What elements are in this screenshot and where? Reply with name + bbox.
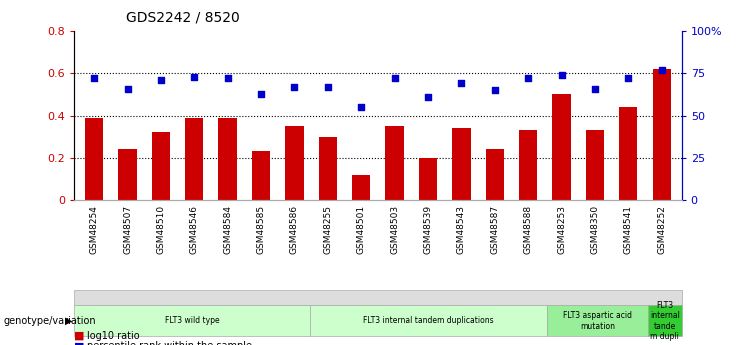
Bar xyxy=(385,126,404,200)
Bar xyxy=(152,132,170,200)
Point xyxy=(656,67,668,73)
Point xyxy=(355,104,367,110)
Text: ■: ■ xyxy=(74,341,84,345)
Text: FLT3 internal tandem duplications: FLT3 internal tandem duplications xyxy=(363,316,494,325)
Text: percentile rank within the sample: percentile rank within the sample xyxy=(87,341,253,345)
Point xyxy=(522,76,534,81)
Bar xyxy=(653,69,671,200)
Point xyxy=(155,77,167,83)
Point xyxy=(288,84,300,90)
Point xyxy=(255,91,267,96)
Text: FLT3
internal
tande
m dupli: FLT3 internal tande m dupli xyxy=(650,301,679,341)
Point xyxy=(456,81,468,86)
Text: log10 ratio: log10 ratio xyxy=(87,331,140,341)
Point xyxy=(122,86,133,91)
Bar xyxy=(485,149,504,200)
Text: FLT3 wild type: FLT3 wild type xyxy=(165,316,219,325)
Point xyxy=(589,86,601,91)
Point xyxy=(222,76,233,81)
Point xyxy=(489,87,501,93)
Bar xyxy=(285,126,304,200)
Point xyxy=(188,74,200,79)
Text: genotype/variation: genotype/variation xyxy=(4,316,96,326)
Point xyxy=(389,76,401,81)
Bar xyxy=(352,175,370,200)
Point xyxy=(322,84,333,90)
Point xyxy=(556,72,568,78)
Bar xyxy=(319,137,337,200)
Bar xyxy=(85,118,103,200)
Point xyxy=(88,76,100,81)
Bar xyxy=(119,149,136,200)
Point xyxy=(622,76,634,81)
Text: GDS2242 / 8520: GDS2242 / 8520 xyxy=(126,10,240,24)
Bar xyxy=(219,118,237,200)
Text: ▶: ▶ xyxy=(65,316,73,326)
Text: ■: ■ xyxy=(74,331,84,341)
Bar xyxy=(619,107,637,200)
Bar xyxy=(519,130,537,200)
Bar xyxy=(252,151,270,200)
Bar xyxy=(185,118,204,200)
Text: FLT3 aspartic acid
mutation: FLT3 aspartic acid mutation xyxy=(563,311,632,331)
Bar xyxy=(552,95,571,200)
Bar xyxy=(419,158,437,200)
Point xyxy=(422,94,434,100)
Bar xyxy=(585,130,604,200)
Bar xyxy=(452,128,471,200)
